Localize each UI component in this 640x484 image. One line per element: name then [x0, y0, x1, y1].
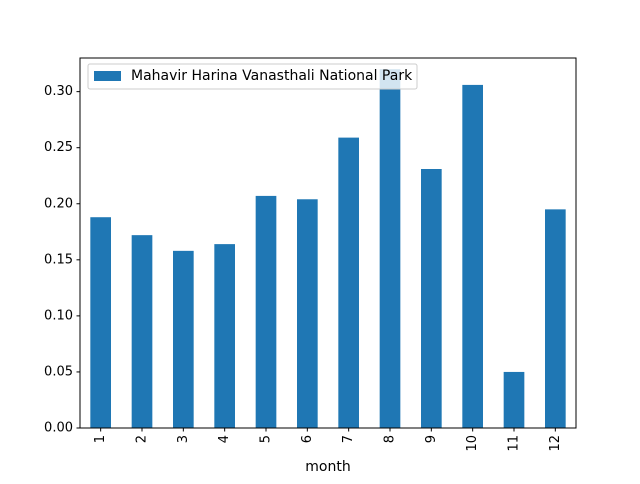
y-tick-label: 0.05 [44, 364, 73, 379]
legend: Mahavir Harina Vanasthali National Park [87, 63, 418, 90]
bars-group [90, 69, 566, 429]
bar-month-5 [255, 195, 277, 428]
y-tick-label: 0.20 [44, 196, 73, 211]
bar-month-7 [338, 137, 359, 429]
x-axis: 1 2 3 4 5 6 7 8 9 10 11 12 [93, 428, 563, 452]
plot-frame [79, 57, 577, 429]
bar-month-11 [503, 371, 525, 428]
x-tick-label: 3 [176, 435, 191, 443]
x-tick-label: 7 [341, 435, 356, 443]
bar-month-9 [421, 169, 442, 428]
bar-month-3 [173, 250, 194, 428]
y-axis: 0.00 0.05 0.10 0.15 0.20 0.25 0.30 [44, 84, 80, 436]
y-tick-label: 0.10 [44, 308, 73, 323]
y-tick-label: 0.30 [44, 84, 73, 99]
legend-swatch [94, 71, 121, 81]
y-tick-label: 0.00 [44, 421, 73, 436]
x-tick-label: 11 [507, 435, 522, 452]
legend-label: Mahavir Harina Vanasthali National Park [131, 68, 413, 84]
x-tick-label: 9 [424, 435, 439, 443]
x-tick-label: 6 [300, 435, 315, 443]
x-tick-label: 10 [465, 435, 480, 452]
x-tick-label: 5 [259, 435, 274, 443]
bar-month-10 [462, 84, 483, 428]
bar-month-2 [131, 235, 153, 428]
y-tick-label: 0.25 [44, 140, 73, 155]
y-tick-label: 0.15 [44, 252, 73, 267]
x-tick-label: 2 [135, 435, 150, 443]
bar-month-12 [545, 209, 566, 428]
x-axis-label: month [305, 459, 350, 475]
bar-month-6 [297, 199, 318, 428]
x-tick-label: 12 [548, 435, 563, 452]
x-tick-label: 4 [217, 435, 232, 443]
x-tick-label: 1 [93, 435, 108, 443]
x-tick-label: 8 [383, 435, 398, 443]
bar-month-1 [90, 217, 111, 428]
legend-box [87, 63, 418, 90]
bar-month-8 [379, 69, 401, 429]
bar-month-4 [214, 244, 235, 428]
